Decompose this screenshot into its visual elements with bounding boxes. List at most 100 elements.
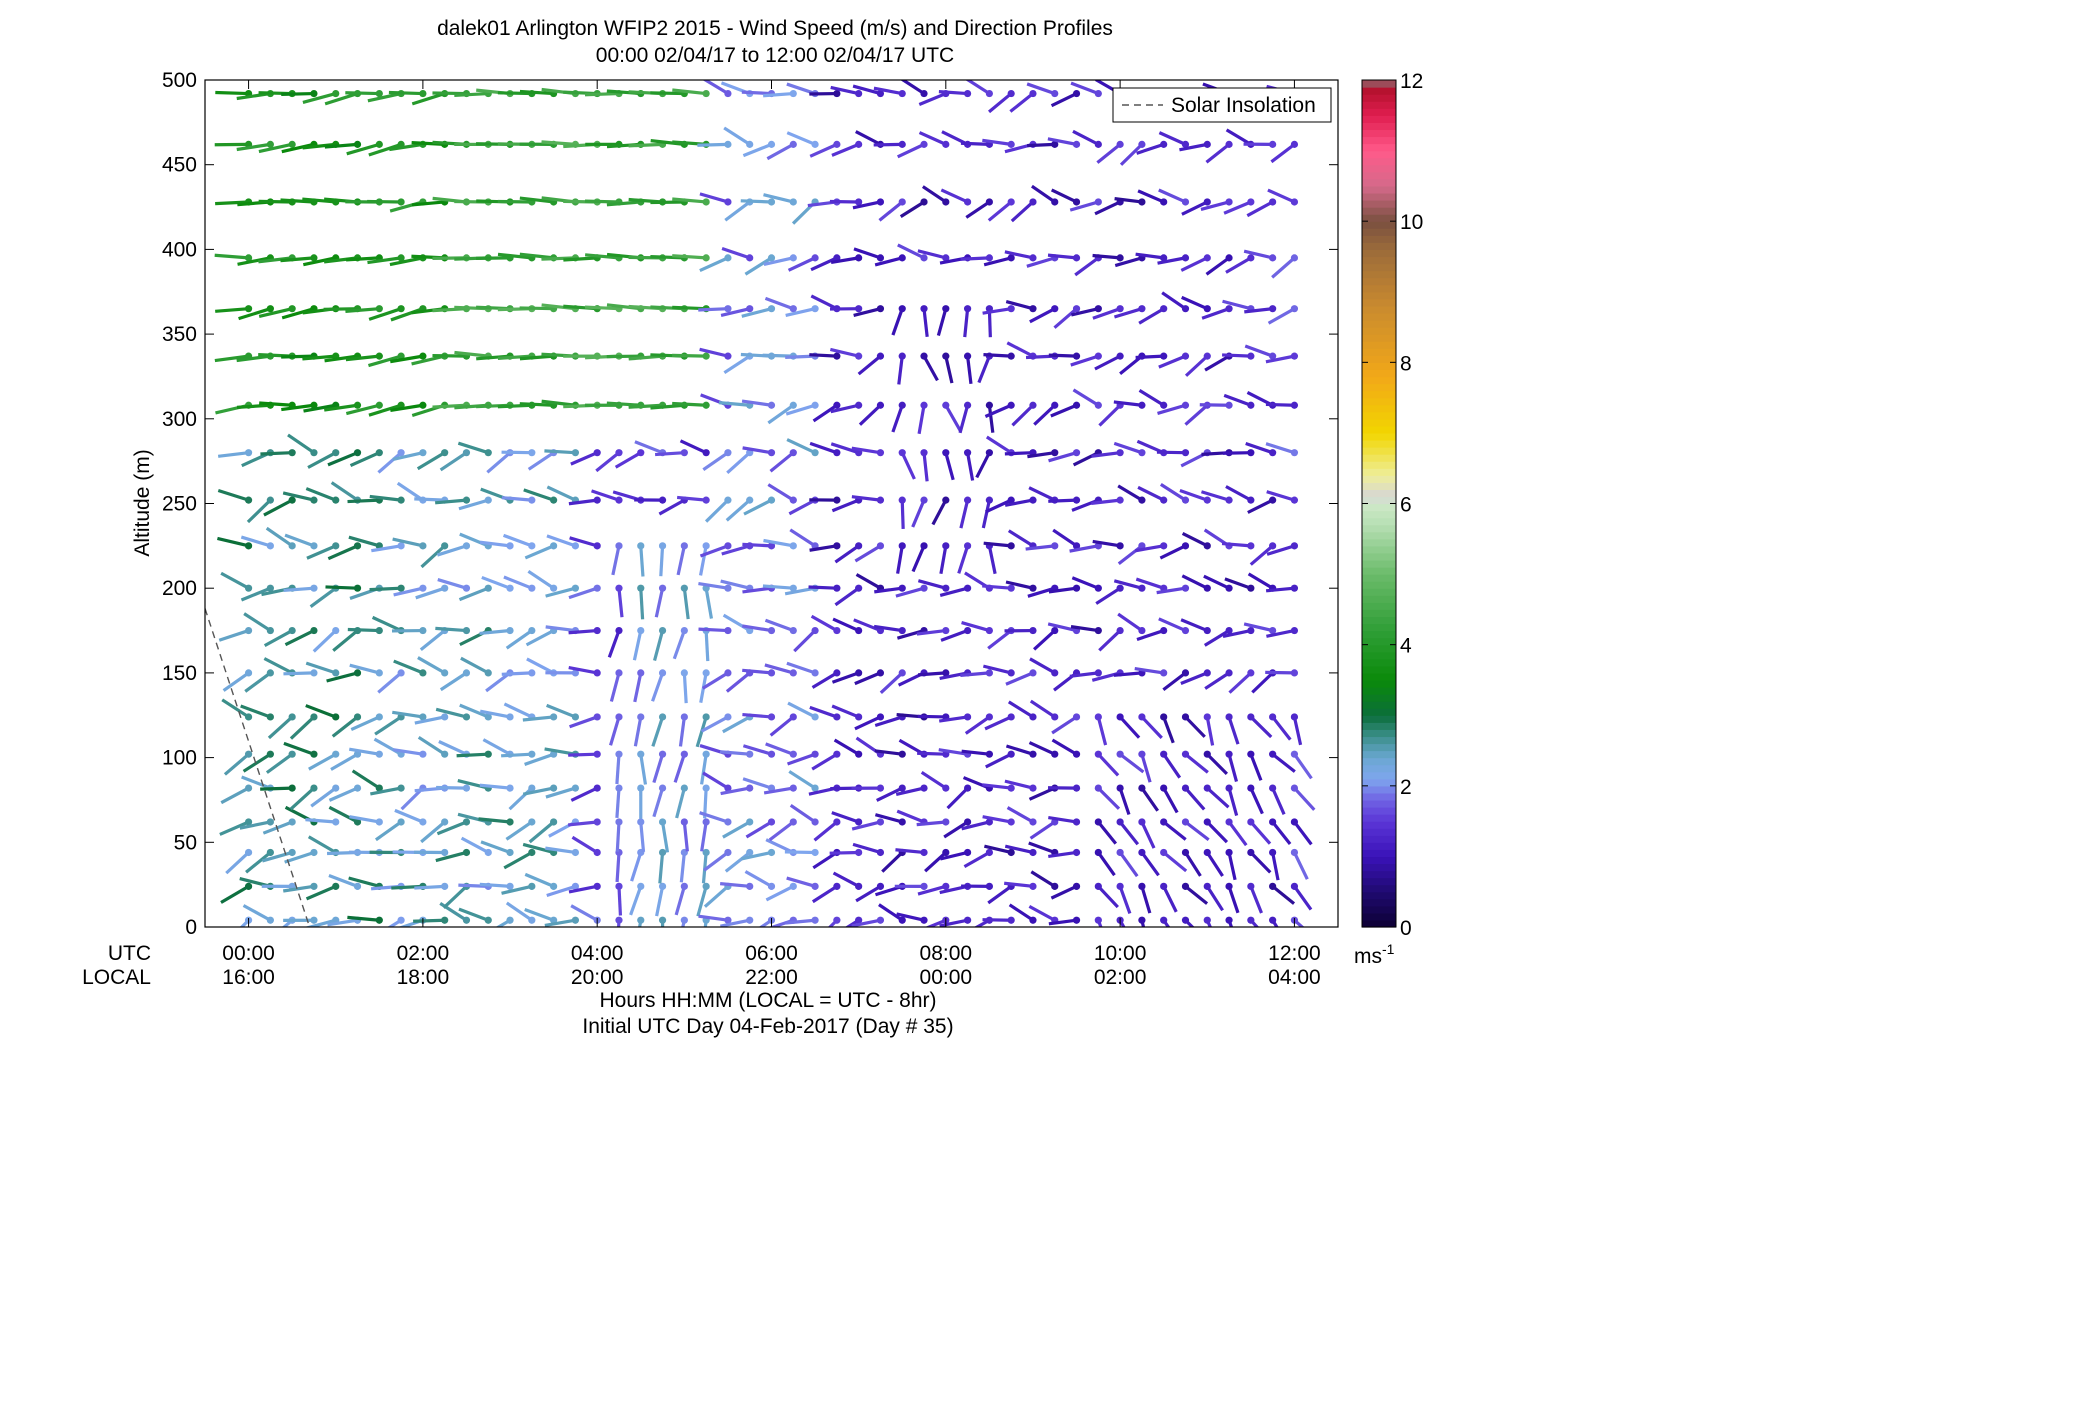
wind-barb bbox=[745, 818, 776, 839]
colorbar-segment bbox=[1362, 644, 1396, 653]
wind-barb-station bbox=[441, 916, 449, 924]
wind-barb bbox=[1094, 818, 1118, 845]
wind-barb bbox=[223, 750, 253, 776]
wind-barb-station bbox=[593, 584, 601, 592]
wind-barb-shaft bbox=[896, 809, 925, 824]
wind-barb-station bbox=[1181, 254, 1190, 262]
wind-barb-shaft bbox=[938, 748, 968, 756]
wind-barb-shaft bbox=[793, 629, 817, 653]
wind-barb-shaft bbox=[922, 452, 929, 482]
wind-barb-shaft bbox=[658, 852, 665, 884]
wind-barb-shaft bbox=[326, 671, 358, 683]
wind-barb bbox=[1161, 291, 1190, 313]
wind-barb bbox=[615, 882, 623, 916]
wind-barb bbox=[1181, 848, 1202, 877]
wind-barb-station bbox=[310, 713, 318, 721]
wind-barb-shaft bbox=[570, 786, 598, 802]
wind-barb-station bbox=[1160, 916, 1168, 924]
wind-barb-station bbox=[637, 584, 645, 592]
wind-barb bbox=[214, 253, 253, 262]
y-tick-label: 200 bbox=[162, 577, 197, 600]
wind-barb-station bbox=[1051, 198, 1059, 206]
wind-barb bbox=[307, 449, 340, 469]
wind-barb-station bbox=[767, 626, 776, 635]
wind-barb bbox=[1269, 882, 1296, 905]
wind-barb-shaft bbox=[1117, 484, 1143, 502]
wind-barb bbox=[725, 496, 754, 522]
wind-barb bbox=[1027, 140, 1059, 148]
wind-barb-station bbox=[702, 848, 710, 857]
wind-barb-shaft bbox=[545, 786, 576, 799]
wind-barb bbox=[546, 703, 580, 721]
wind-barb-station bbox=[1181, 449, 1190, 457]
wind-barb-station bbox=[920, 254, 928, 262]
wind-barb-shaft bbox=[1271, 919, 1279, 927]
wind-barb bbox=[940, 188, 972, 206]
wind-barb-shaft bbox=[896, 912, 925, 922]
colorbar-segment bbox=[1362, 242, 1396, 250]
x-tick-label-utc: 12:00 bbox=[1268, 942, 1321, 965]
wind-barb-shaft bbox=[442, 885, 468, 910]
wind-barb-shaft bbox=[1266, 490, 1295, 502]
wind-barb-shaft bbox=[740, 199, 772, 204]
wind-barb-station bbox=[310, 496, 318, 504]
colorbar-segment bbox=[1362, 143, 1396, 152]
x-tick-label-local: 02:00 bbox=[1094, 966, 1147, 989]
wind-barb-shaft bbox=[1205, 143, 1231, 164]
wind-barb bbox=[1265, 352, 1299, 364]
wind-barb-shaft bbox=[419, 629, 446, 652]
wind-barb bbox=[652, 784, 667, 818]
wind-barb-station bbox=[1247, 542, 1255, 550]
wind-barb-shaft bbox=[544, 747, 576, 756]
wind-barb-station bbox=[1094, 750, 1102, 758]
wind-barb-shaft bbox=[284, 629, 315, 647]
wind-barb bbox=[680, 916, 688, 927]
wind-barb-shaft bbox=[1005, 744, 1034, 756]
wind-barb-station bbox=[767, 818, 776, 826]
wind-barb bbox=[351, 769, 383, 792]
wind-barb-shaft bbox=[833, 738, 860, 756]
wind-barb-shaft bbox=[939, 918, 968, 927]
wind-barb bbox=[1094, 750, 1120, 777]
wind-barb-shaft bbox=[392, 748, 424, 756]
wind-barb bbox=[809, 140, 841, 158]
wind-barb-shaft bbox=[651, 672, 665, 702]
wind-barb-shaft bbox=[1097, 786, 1121, 810]
wind-barb-shaft bbox=[222, 671, 250, 692]
wind-barb-shaft bbox=[1119, 752, 1145, 774]
wind-barb-station bbox=[593, 848, 601, 857]
wind-barb bbox=[723, 126, 754, 148]
wind-barb bbox=[1243, 140, 1277, 148]
wind-barb-shaft bbox=[377, 671, 403, 694]
wind-barb bbox=[786, 131, 819, 148]
wind-barb-station bbox=[1029, 401, 1037, 409]
wind-barb-station bbox=[288, 140, 296, 148]
wind-barb-station bbox=[833, 916, 841, 924]
wind-barb-station bbox=[332, 750, 340, 758]
wind-barb bbox=[1158, 131, 1190, 148]
wind-barb-shaft bbox=[741, 850, 772, 861]
wind-barb-station bbox=[462, 784, 471, 792]
wind-barb-shaft bbox=[416, 451, 446, 471]
wind-barb-shaft bbox=[1029, 820, 1056, 840]
wind-barb bbox=[637, 584, 645, 620]
wind-barb-shaft bbox=[630, 851, 643, 882]
y-tick-label: 350 bbox=[162, 323, 197, 346]
wind-barb-shaft bbox=[563, 256, 598, 262]
wind-barb-shaft bbox=[1137, 485, 1165, 502]
wind-barb-station bbox=[789, 140, 797, 148]
wind-barb bbox=[503, 575, 536, 592]
wind-barb bbox=[1290, 848, 1309, 880]
wind-barb-shaft bbox=[328, 805, 359, 824]
wind-barb-shaft bbox=[742, 744, 772, 756]
wind-barb bbox=[1181, 882, 1209, 905]
wind-barb bbox=[637, 784, 645, 819]
wind-barb-shaft bbox=[1096, 716, 1108, 746]
wind-barb bbox=[1181, 818, 1210, 841]
wind-barb-station bbox=[920, 401, 928, 409]
wind-barb-shaft bbox=[981, 499, 991, 529]
wind-barb bbox=[244, 669, 274, 693]
wind-barb-station bbox=[1225, 140, 1233, 148]
wind-barb bbox=[217, 449, 253, 458]
wind-barb bbox=[637, 818, 646, 853]
